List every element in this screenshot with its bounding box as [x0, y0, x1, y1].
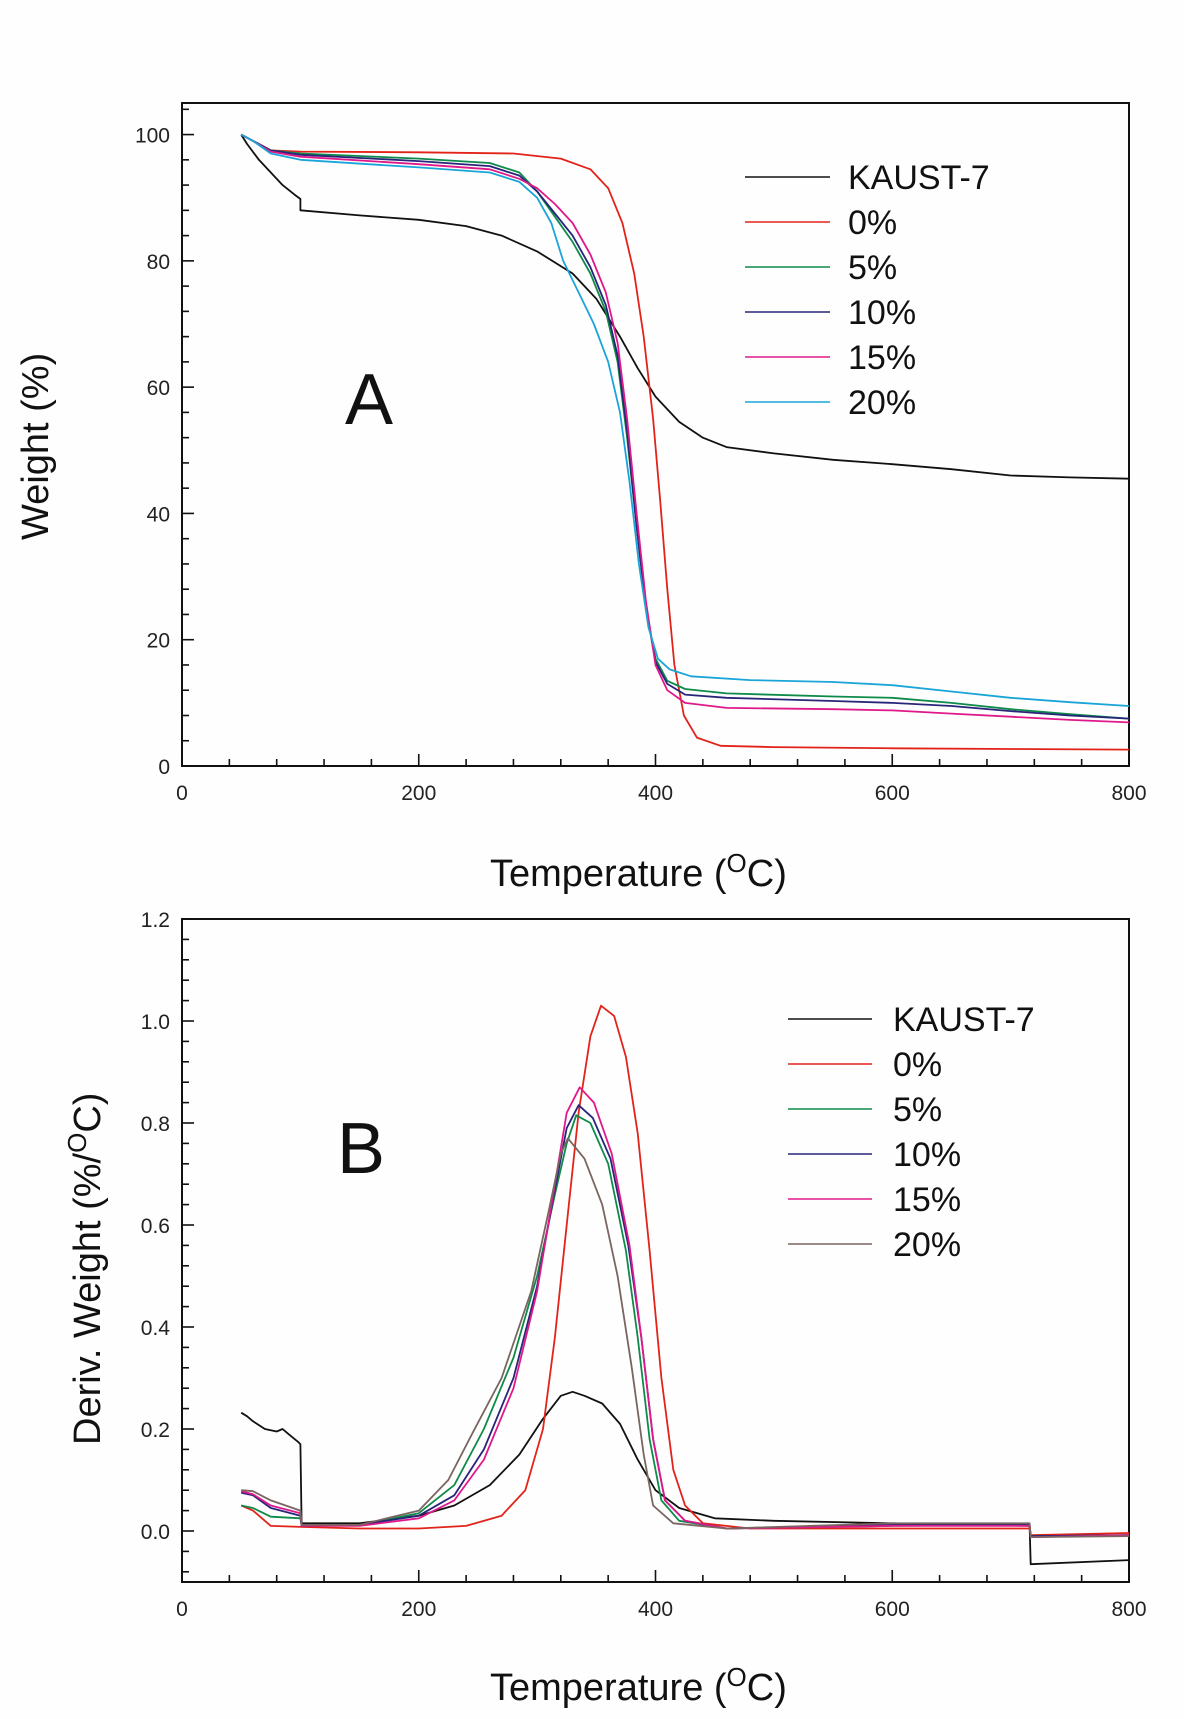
legend-label: 10% — [893, 1136, 961, 1174]
series-line-kaust-7 — [240, 1390, 1130, 1566]
panel-a-y-axis-title: Weight (%) — [15, 353, 57, 540]
legend-item: 5% — [745, 249, 897, 287]
legend-label: KAUST-7 — [848, 159, 990, 197]
legend-label: 15% — [848, 339, 916, 377]
panel-b-y-title-sup: O — [62, 1133, 92, 1153]
x-tick-label: 600 — [875, 782, 910, 805]
panel-a-curves — [240, 133, 1130, 751]
x-tick-label: 800 — [1111, 1598, 1146, 1621]
panel-a-x-title-end: C) — [747, 853, 787, 895]
legend-label: 10% — [848, 294, 916, 332]
legend-label: 15% — [893, 1181, 961, 1219]
series-line-15pct — [240, 133, 1130, 724]
panel-b-y-axis-title: Deriv. Weight (%/OC) — [62, 1093, 109, 1445]
legend-item: 0% — [745, 204, 897, 242]
x-tick-label: 0 — [176, 782, 188, 805]
y-tick-label: 0.6 — [141, 1215, 170, 1238]
panel-b-ticks: 0 200 400 600 800 0.0 0.2 0.4 0.6 0.8 1.0 1.2 — [141, 909, 1147, 1621]
legend-item: 0% — [788, 1046, 942, 1084]
x-tick-label: 200 — [401, 782, 436, 805]
legend-item: 10% — [745, 294, 916, 332]
series-line-20pct — [241, 1137, 1130, 1538]
x-tick-label: 400 — [638, 782, 673, 805]
panel-b-x-title-end: C) — [747, 1667, 787, 1709]
panel-a-x-title-sup: O — [727, 848, 747, 878]
y-tick-label: 80 — [147, 251, 170, 274]
panel-b-curves — [240, 1004, 1130, 1566]
panel-b-y-title-end: C) — [67, 1093, 109, 1133]
panel-a-weight-chart: 0 200 400 600 800 0 20 40 60 80 100 A KAUST-7 0% 5% 1… — [15, 102, 1147, 895]
legend-label: KAUST-7 — [893, 1001, 1035, 1039]
x-tick-label: 800 — [1111, 782, 1146, 805]
y-tick-label: 60 — [147, 377, 170, 400]
x-tick-label: 400 — [638, 1598, 673, 1621]
legend-label: 0% — [893, 1046, 942, 1084]
legend-item: 20% — [788, 1226, 961, 1264]
y-tick-label: 0.8 — [141, 1113, 170, 1136]
panel-b-x-axis-title: Temperature (OC) — [490, 1662, 787, 1709]
y-tick-label: 0.4 — [141, 1317, 171, 1340]
x-tick-label: 600 — [875, 1598, 910, 1621]
legend-item: KAUST-7 — [788, 1001, 1035, 1039]
series-line-kaust-7 — [240, 134, 1130, 480]
panel-b-label: B — [337, 1109, 385, 1189]
panel-b-x-title-main: Temperature ( — [490, 1667, 727, 1709]
legend-label: 0% — [848, 204, 897, 242]
legend-item: 5% — [788, 1091, 942, 1129]
y-tick-label: 0 — [158, 756, 170, 779]
y-tick-label: 0.0 — [141, 1521, 170, 1544]
legend-label: 5% — [893, 1091, 942, 1129]
panel-b-x-title-sup: O — [727, 1662, 747, 1692]
legend-label: 5% — [848, 249, 897, 287]
panel-b-derivative-chart: 0 200 400 600 800 0.0 0.2 0.4 0.6 0.8 1.0 1.2 B KAU… — [62, 909, 1147, 1709]
panel-a-legend: KAUST-7 0% 5% 10% 15% 20% — [745, 159, 990, 422]
panel-a-label: A — [345, 360, 393, 440]
series-line-0pct — [240, 133, 1130, 751]
x-tick-label: 200 — [401, 1598, 436, 1621]
legend-item: 15% — [788, 1181, 961, 1219]
y-tick-label: 40 — [147, 503, 170, 526]
legend-label: 20% — [893, 1226, 961, 1264]
panel-a-x-title-main: Temperature ( — [490, 853, 727, 895]
x-tick-label: 0 — [176, 1598, 188, 1621]
legend-item: KAUST-7 — [745, 159, 990, 197]
panel-a-ticks: 0 200 400 600 800 0 20 40 60 80 100 — [135, 108, 1147, 805]
y-tick-label: 1.0 — [141, 1011, 170, 1034]
y-tick-label: 100 — [135, 125, 170, 148]
legend-item: 10% — [788, 1136, 961, 1174]
series-line-20pct — [240, 133, 1130, 707]
legend-label: 20% — [848, 384, 916, 422]
series-line-0pct — [240, 1004, 1130, 1536]
legend-item: 20% — [745, 384, 916, 422]
panel-a-x-axis-title: Temperature (OC) — [490, 848, 787, 895]
series-line-10pct — [240, 133, 1130, 720]
y-tick-label: 20 — [147, 630, 170, 653]
panel-b-y-title-main: Deriv. Weight (%/ — [67, 1152, 109, 1445]
y-tick-label: 1.2 — [141, 909, 170, 932]
y-tick-label: 0.2 — [141, 1419, 170, 1442]
panel-b-legend: KAUST-7 0% 5% 10% 15% 20% — [788, 1001, 1035, 1264]
legend-item: 15% — [745, 339, 916, 377]
